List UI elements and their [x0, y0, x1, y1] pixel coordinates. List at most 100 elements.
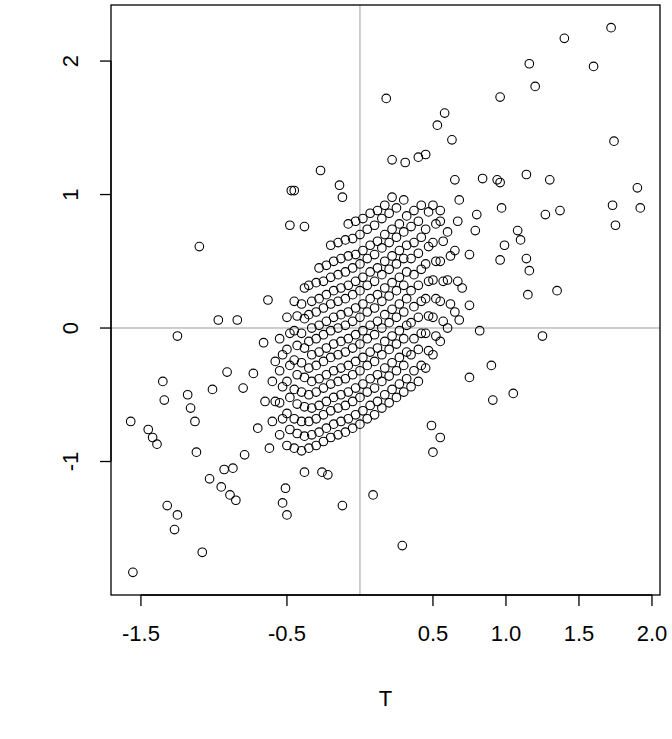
point [421, 329, 430, 338]
point [385, 238, 394, 247]
point [385, 265, 394, 274]
point [259, 338, 268, 347]
point [465, 250, 474, 259]
point [275, 431, 284, 440]
point [240, 451, 249, 460]
point [388, 225, 397, 234]
x-tick [578, 595, 579, 606]
point [385, 209, 394, 218]
point [356, 230, 365, 239]
point [198, 548, 207, 557]
point [388, 332, 397, 341]
point [407, 382, 416, 391]
point [531, 82, 540, 91]
point [318, 468, 327, 477]
point [538, 332, 547, 341]
point [427, 421, 436, 430]
point [451, 246, 460, 255]
point [380, 310, 389, 319]
point [356, 393, 365, 402]
point [589, 62, 598, 71]
point [509, 389, 518, 398]
point [388, 252, 397, 261]
reference-lines [111, 5, 660, 595]
point [443, 276, 452, 285]
point [253, 424, 262, 433]
point [500, 241, 509, 250]
point [370, 357, 379, 366]
point [399, 388, 408, 397]
point [239, 384, 248, 393]
point [388, 385, 397, 394]
point [356, 313, 365, 322]
point [370, 277, 379, 286]
point [300, 222, 309, 231]
point [443, 228, 452, 237]
point [410, 206, 419, 215]
point [378, 377, 387, 386]
point [429, 350, 438, 359]
point [399, 196, 408, 205]
point [395, 353, 404, 362]
y-tick [100, 461, 111, 462]
point [436, 217, 445, 226]
point [370, 221, 379, 230]
point [268, 377, 277, 386]
point [300, 468, 309, 477]
point [410, 238, 419, 247]
x-tick-label: -1.5 [122, 621, 160, 646]
point [407, 286, 416, 295]
point [232, 496, 241, 505]
point [432, 332, 441, 341]
point [268, 417, 277, 426]
point [421, 260, 430, 269]
x-tick-label: -0.5 [268, 621, 306, 646]
point [465, 373, 474, 382]
point [446, 252, 455, 261]
point [373, 206, 382, 215]
point [392, 366, 401, 375]
point [359, 380, 368, 389]
point [395, 220, 404, 229]
x-axis-line [141, 594, 652, 595]
point [380, 201, 389, 210]
point [399, 361, 408, 370]
point [429, 201, 438, 210]
point [283, 345, 292, 354]
y-tick [100, 194, 111, 195]
point [370, 410, 379, 419]
point [144, 425, 153, 434]
point [388, 156, 397, 165]
point [359, 214, 368, 223]
point [380, 390, 389, 399]
point [380, 230, 389, 239]
point [496, 178, 505, 187]
point [385, 345, 394, 354]
point [553, 286, 562, 295]
point [186, 404, 195, 413]
point [399, 308, 408, 317]
point [433, 121, 442, 130]
point [398, 541, 407, 550]
point [395, 326, 404, 335]
point [356, 340, 365, 349]
point [385, 318, 394, 327]
point [471, 226, 480, 235]
point [338, 501, 347, 510]
point [370, 304, 379, 313]
point [214, 316, 223, 325]
point [401, 158, 410, 167]
point [283, 511, 292, 520]
point [395, 380, 404, 389]
point [443, 324, 452, 333]
point [283, 409, 292, 418]
point [414, 345, 423, 354]
x-tick [651, 595, 652, 606]
point [392, 393, 401, 402]
point [522, 170, 531, 179]
point [472, 210, 481, 219]
point [489, 396, 498, 405]
point [359, 353, 368, 362]
point [392, 286, 401, 295]
point [392, 204, 401, 213]
